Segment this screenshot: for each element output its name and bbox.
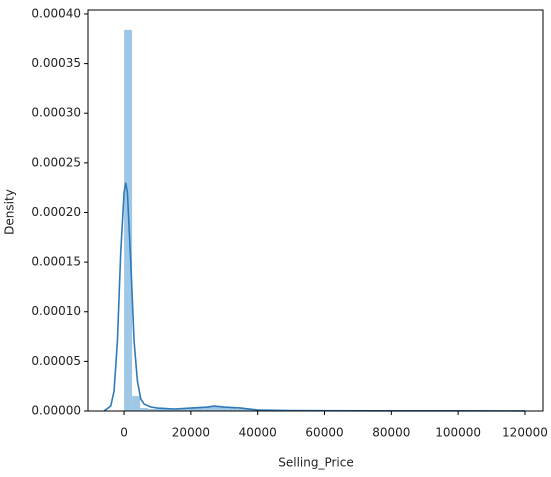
y-axis-label: Density [3, 189, 17, 235]
bar [164, 409, 173, 411]
x-tick-label: 40000 [239, 426, 277, 440]
bar [196, 408, 205, 411]
y-tick-label: 0.00035 [31, 56, 81, 70]
bar [220, 407, 229, 411]
x-tick-label: 0 [120, 426, 128, 440]
x-tick-label: 60000 [305, 426, 343, 440]
bar [132, 396, 141, 411]
bar [204, 407, 213, 411]
bar [172, 409, 181, 411]
y-tick-label: 0.00010 [31, 304, 81, 318]
bar [188, 408, 197, 411]
bar [244, 409, 253, 411]
y-tick-label: 0.00020 [31, 205, 81, 219]
bar [228, 408, 237, 411]
bar [156, 409, 165, 411]
y-tick-label: 0.00025 [31, 155, 81, 169]
x-tick-label: 80000 [372, 426, 410, 440]
bar [140, 408, 149, 411]
bar [148, 409, 157, 411]
bar [180, 409, 189, 411]
x-tick-label: 20000 [172, 426, 210, 440]
y-tick-label: 0.00005 [31, 354, 81, 368]
x-axis-label: Selling_Price [278, 456, 354, 470]
bar [212, 406, 221, 411]
kde-line [103, 182, 525, 412]
plot-frame [87, 9, 544, 412]
y-tick-label: 0.00000 [31, 404, 81, 418]
y-tick-label: 0.00040 [31, 6, 81, 20]
x-tick-label: 120000 [502, 426, 548, 440]
bar [236, 409, 245, 411]
y-tick-label: 0.00030 [31, 106, 81, 120]
y-tick-label: 0.00015 [31, 255, 81, 269]
x-tick-label: 100000 [435, 426, 481, 440]
